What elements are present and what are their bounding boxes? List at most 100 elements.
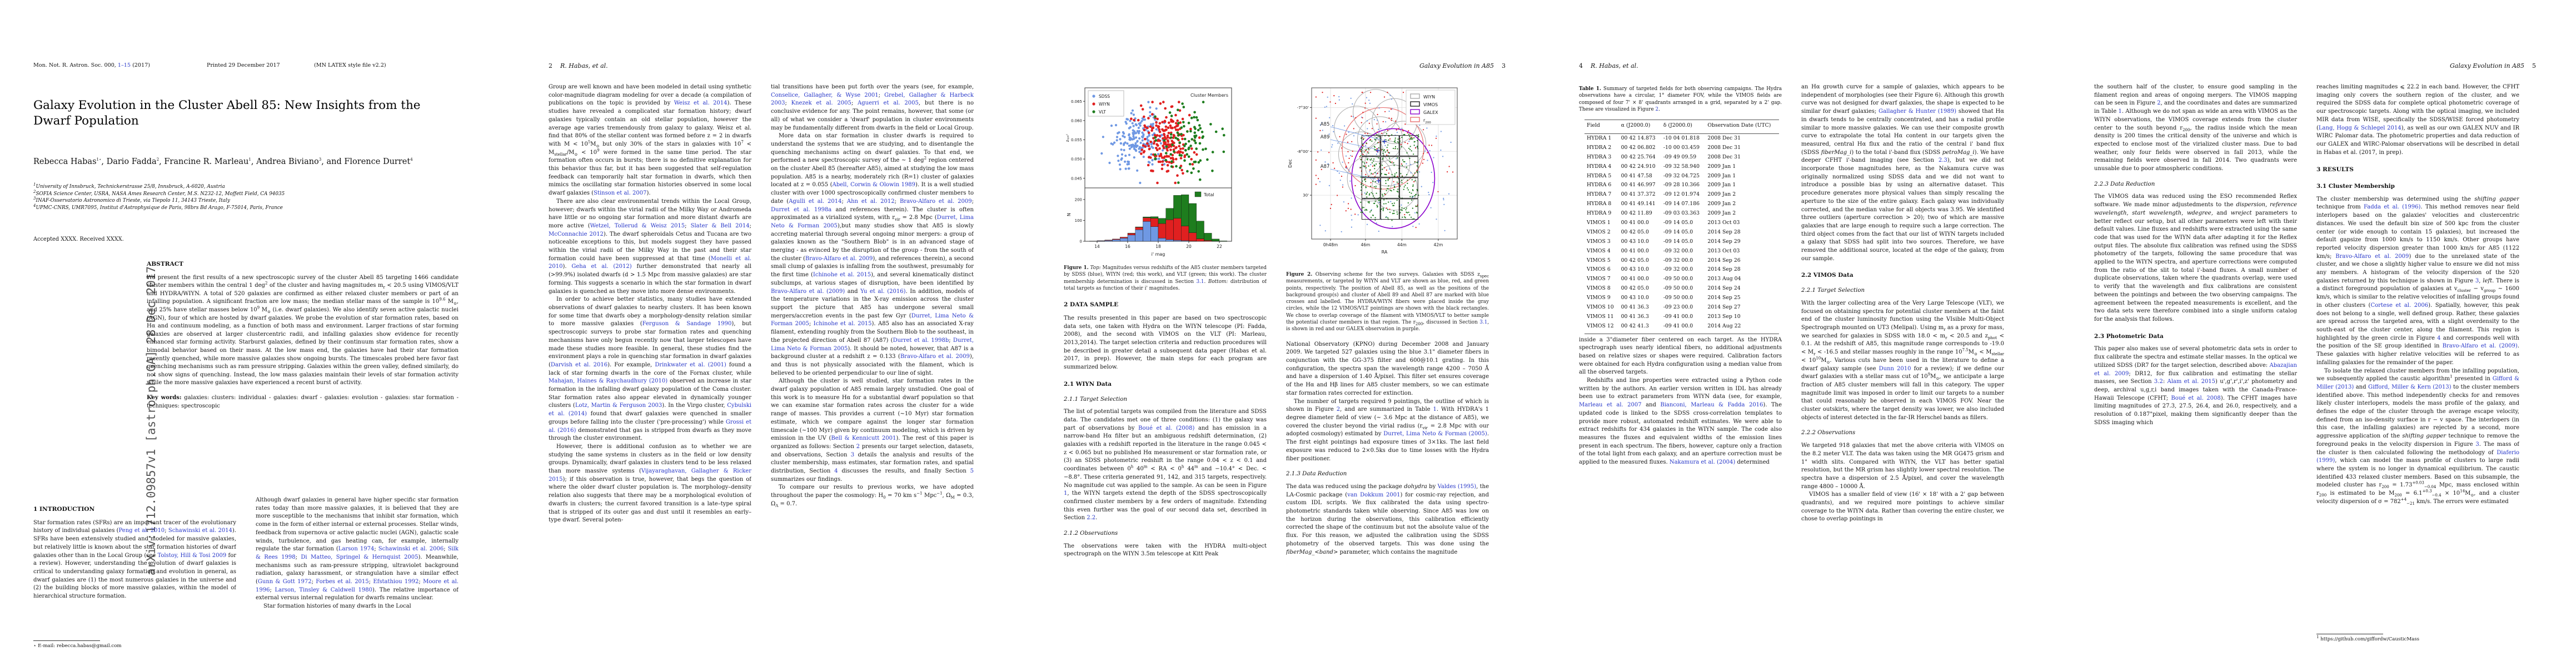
citation-link[interactable]: Durret et al. 1998b <box>893 337 949 344</box>
citation-link[interactable]: 3.1 <box>1479 320 1487 325</box>
citation-link[interactable]: Grossi et al. (2016) <box>549 419 751 434</box>
citation-link[interactable]: Diaferio (1999) <box>2316 450 2519 464</box>
citation-link[interactable]: Bravo-Alfaro et al. 2009 <box>900 198 972 205</box>
citation-link[interactable]: Di Matteo, Springel & Hernquist 2005 <box>301 554 418 560</box>
citation-link[interactable]: Drinkwater et al. (2001) <box>655 362 726 368</box>
p4-col-left: Table 1. Summary of targeted fields for … <box>1579 83 1782 662</box>
citation-link[interactable]: Schawinski et al. 2014 <box>168 528 232 534</box>
citation-link[interactable]: 3.2 <box>2154 379 2163 385</box>
citation-link[interactable]: Geha et al. (2012) <box>571 264 631 270</box>
table-cell: -09 49 09.59 <box>1661 153 1706 162</box>
citation-link[interactable]: Durret et al. 1998a <box>771 207 831 213</box>
svg-text:WIYN: WIYN <box>1099 102 1110 107</box>
table-cell: 00 43 10.0 <box>1619 237 1661 247</box>
citation-link[interactable]: Durret, Lima Neto & Forman 2005 <box>771 313 974 327</box>
citation-link[interactable]: Gifford, Miller & Kern (2013) <box>2368 384 2452 390</box>
citation-link[interactable]: Abell, Corwin & Olowin 1989 <box>833 182 916 188</box>
citation-link[interactable]: Lang, Hogg & Schlegel 2014 <box>2319 125 2401 131</box>
citation-link[interactable]: Darvish et al. 2016 <box>551 362 607 368</box>
table-cell: HYDRA 1 <box>1585 133 1619 143</box>
citation-link[interactable]: Tolstoy, Hill & Tosi 2009 <box>157 553 226 559</box>
citation-link[interactable]: Durret, Lima Neto & Forman 2005 <box>771 215 974 229</box>
citation-link[interactable]: Bravo-Alfaro et al. 2009 <box>900 354 970 360</box>
citation-link[interactable]: Agulli et al. 2014 <box>789 198 841 205</box>
citation-link[interactable]: Gunn & Gott 1972 <box>258 579 312 585</box>
citation-link[interactable]: 3.1 <box>1197 279 1204 285</box>
citation-link[interactable]: Ahn et al. 2012 <box>847 198 895 205</box>
citation-link[interactable]: Weisz et al. 2014 <box>674 100 728 106</box>
paragraph: Star formation rates (SFRs) are an impor… <box>33 519 236 601</box>
citation-link[interactable]: Boué et al. (2008) <box>1138 425 1194 431</box>
citation-link[interactable]: 3 <box>2475 441 2479 448</box>
citation-link[interactable]: Bravo-Alfaro et al. 2009 <box>2335 254 2409 260</box>
citation-link[interactable]: Ichinohe et al. 2015 <box>813 272 871 278</box>
citation-link[interactable]: Cortese et al. 2006 <box>2370 302 2428 309</box>
paragraph: The results presented in this paper are … <box>1064 315 1267 372</box>
table1-header: δ (J2000.0) <box>1661 120 1706 134</box>
citation-link[interactable]: Nakamura et al. (2004) <box>1670 459 1735 465</box>
citation-link[interactable]: Ichinohe et al. 2015 <box>814 321 872 327</box>
citation-link[interactable]: Alam et al. 2015 <box>2168 379 2216 385</box>
citation-link[interactable]: Slater & Bell 2014 <box>691 223 750 229</box>
table-cell: VIMOS 7 <box>1585 275 1619 284</box>
table-caption: Table 1. Summary of targeted fields for … <box>1579 86 1782 113</box>
code-footnote-link[interactable]: 1 https://github.com/giffordw/CausticMas… <box>2316 637 2419 642</box>
citation-link[interactable]: 2.2 <box>1087 515 1095 521</box>
citation-link[interactable]: 2 <box>856 444 860 450</box>
citation-link[interactable]: McConnachie 2012 <box>549 231 604 237</box>
table-cell: 00 41 36.3 <box>1619 303 1661 312</box>
citation-link[interactable]: Knezek et al. 2005 <box>791 100 851 106</box>
paragraph: This paper also makes use of several pho… <box>2094 345 2297 427</box>
citation-link[interactable]: Mahajan, Haines & Raychaudhury (2010) <box>549 378 667 384</box>
citation-link[interactable]: 2 <box>1337 406 1340 412</box>
citation-link[interactable]: 3 <box>2475 278 2479 284</box>
citation-link[interactable]: Schawinski et al. 2006 <box>378 546 444 552</box>
citation-link[interactable]: Fadda et al. (1996) <box>2364 204 2420 210</box>
citation-link[interactable]: 2.3 <box>1939 157 1947 163</box>
journal-ref: Mon. Not. R. Astron. Soc. 000, 1–15 (201… <box>33 62 150 68</box>
citation-link[interactable]: Conselice, Gallagher, & Wyse 2001 <box>771 92 879 98</box>
citation-link[interactable]: Wetzel, Tollerud & Weisz 2015 <box>590 223 685 229</box>
svg-text:Cluster Members: Cluster Members <box>1190 93 1228 98</box>
citation-link[interactable]: Vijayaraghavan, Gallagher & Ricker 2015 <box>549 468 751 483</box>
citation-link[interactable]: Dunn 2010 <box>1879 366 1911 372</box>
citation-link[interactable]: Bravo-Alfaro et al. (2009) <box>2443 343 2518 349</box>
citation-link[interactable]: Larson, Tinsley & Caldwell 1980 <box>275 587 373 593</box>
citation-link[interactable]: Abazajian et al. 2009 <box>2094 362 2297 377</box>
citation-link[interactable]: 2 <box>1656 107 1659 112</box>
citation-link[interactable]: Bell & Kennicutt 2001 <box>831 435 896 441</box>
citation-link[interactable]: Larson 1974 <box>338 546 375 552</box>
affiliation-line: 1University of Innsbruck, Technickerstra… <box>33 183 445 191</box>
citation-link[interactable]: Bravo-Alfaro et al. 2009 <box>805 256 873 262</box>
citation-link[interactable]: Bravo-Alfaro et al. (2009) <box>771 289 845 295</box>
citation-link[interactable]: Ferguson & Sandage 1990 <box>642 321 732 327</box>
citation-link[interactable]: 1 <box>2119 108 2122 115</box>
table-cell: 00 43 10.0 <box>1619 265 1661 275</box>
citation-link[interactable]: Durret, Lima Neto & Forman (2005) <box>1383 431 1487 437</box>
citation-link[interactable]: Aguerri et al. 2005 <box>858 100 919 106</box>
email-footnote-text[interactable]: ⋆ E-mail: rebecca.habas@gmail.com <box>33 643 122 649</box>
citation-link[interactable]: 3 <box>851 452 854 458</box>
citation-link[interactable]: 1–15 <box>118 62 131 68</box>
citation-link[interactable]: 5 <box>970 468 974 474</box>
citation-link[interactable]: Gallagher & Hunter (1989) <box>1879 108 1956 115</box>
citation-link[interactable]: Lotz, Martin & Ferguson 2003 <box>575 402 662 409</box>
citation-link[interactable]: Efstathiou 1992 <box>373 579 418 585</box>
citation-link[interactable]: Valdes (1995) <box>1438 484 1477 490</box>
citation-link[interactable]: Yu et al. (2016) <box>860 289 905 295</box>
citation-link[interactable]: van Dokkum 2001 <box>1347 492 1400 498</box>
citation-link[interactable]: Forbes et al. 2015 <box>316 579 368 585</box>
citation-link[interactable]: Marleau et al. 2007 <box>1579 402 1642 408</box>
paragraph: With the larger collecting area of the V… <box>1801 300 2004 423</box>
citation-link[interactable]: 4 <box>2437 335 2440 341</box>
citation-link[interactable]: Bianconi, Marleau & Fadda 2016 <box>1660 402 1763 408</box>
citation-link[interactable]: Peng et al. 2010 <box>119 528 165 534</box>
citation-link[interactable]: 1 <box>1433 406 1437 412</box>
citation-link[interactable]: 2 <box>2157 100 2160 106</box>
citation-link[interactable]: Boué et al. 2008 <box>2171 395 2220 401</box>
citation-link[interactable]: 4 <box>834 468 838 474</box>
citation-link[interactable]: Stinson et al. 2007 <box>594 190 646 196</box>
citation-link[interactable]: 1 <box>1064 490 1067 496</box>
